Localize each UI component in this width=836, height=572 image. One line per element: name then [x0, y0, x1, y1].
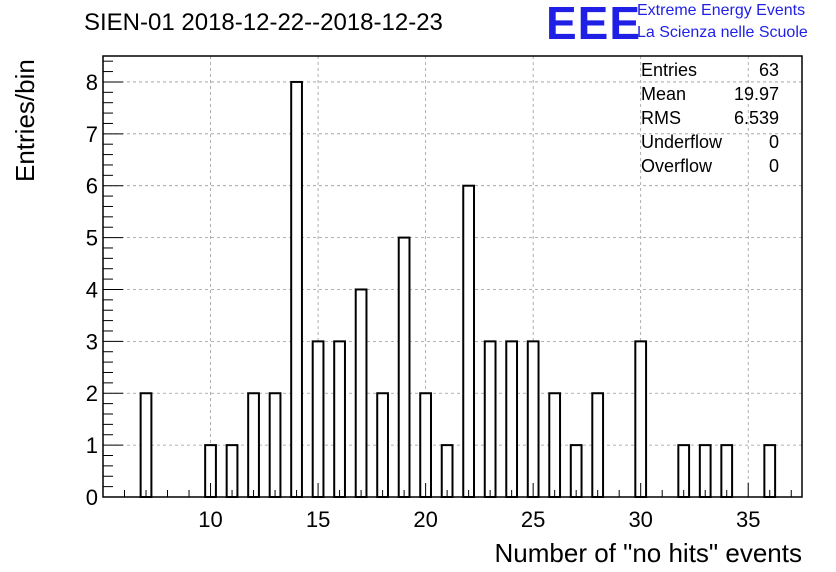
stats-row-mean: Mean 19.97	[641, 83, 779, 107]
stats-box: Entries 63 Mean 19.97 RMS 6.539 Underflo…	[641, 59, 779, 179]
histogram-bar	[548, 392, 562, 498]
x-axis-label: Number of "no hits" events	[494, 538, 803, 568]
histogram-bar	[591, 392, 605, 498]
histogram-bar	[526, 340, 540, 498]
stats-label: RMS	[641, 108, 681, 128]
x-tick-label: 10	[198, 507, 222, 532]
stats-row-entries: Entries 63	[641, 59, 779, 83]
histogram-bar	[225, 444, 239, 498]
axis-ticks	[102, 60, 792, 498]
stats-label: Overflow	[641, 156, 713, 176]
y-axis-label: Entries/bin	[10, 59, 40, 182]
axis-tick-labels: 10 15 20 25 30 35 0 1 2 3 4 5 6 7 8	[86, 70, 761, 532]
histogram-bar	[462, 184, 476, 499]
stats-label: Underflow	[641, 132, 723, 152]
stats-value: 0	[768, 156, 779, 176]
histogram-bar	[698, 444, 712, 498]
stats-value: 6.539	[733, 108, 779, 128]
histogram-bar	[440, 444, 454, 498]
y-tick-label: 0	[86, 485, 98, 510]
histogram-bar	[763, 444, 777, 498]
histogram-bar	[505, 340, 519, 498]
histogram-bar	[268, 392, 282, 498]
y-tick-label: 7	[86, 122, 98, 147]
y-tick-label: 4	[86, 277, 98, 302]
x-tick-label: 25	[521, 507, 545, 532]
stats-label: Entries	[641, 60, 698, 80]
y-tick-label: 8	[86, 70, 98, 95]
stats-row-rms: RMS 6.539	[641, 107, 779, 131]
y-tick-label: 1	[86, 433, 98, 458]
histogram-bar	[376, 392, 389, 498]
logo-line-2: La Scienza nelle Scuole	[637, 24, 808, 41]
histogram-bar	[290, 80, 303, 499]
histogram-bar	[311, 340, 325, 498]
histogram-bar	[720, 444, 734, 498]
logo-line-1: Extreme Energy Events	[637, 2, 806, 19]
histogram-bar	[354, 288, 368, 498]
stats-row-overflow: Overflow 0	[641, 155, 779, 179]
y-tick-label: 3	[86, 329, 98, 354]
y-tick-label: 5	[86, 226, 98, 251]
eee-logo: EEE	[546, 0, 642, 49]
histogram-bars	[139, 80, 777, 499]
stats-value: 19.97	[733, 84, 779, 104]
histogram-bar	[569, 444, 583, 498]
histogram-bar	[247, 392, 260, 498]
x-tick-label: 15	[306, 507, 330, 532]
x-tick-label: 30	[628, 507, 652, 532]
histogram-bar	[139, 392, 153, 498]
histogram-bar	[483, 340, 497, 498]
histogram-bar	[397, 236, 411, 499]
y-tick-label: 2	[86, 381, 98, 406]
histogram-bar	[634, 340, 648, 498]
histogram-bar	[419, 392, 432, 498]
histogram-bar	[333, 340, 346, 498]
stats-row-underflow: Underflow 0	[641, 131, 779, 155]
stats-value: 0	[768, 132, 779, 152]
chart-title: SIEN-01 2018-12-22--2018-12-23	[84, 9, 443, 36]
stats-label: Mean	[641, 84, 687, 104]
x-tick-label: 35	[736, 507, 760, 532]
plot-frame	[102, 55, 803, 498]
histogram-bar	[677, 444, 691, 498]
x-tick-label: 20	[413, 507, 437, 532]
y-tick-label: 6	[86, 174, 98, 199]
stats-value: 63	[758, 60, 779, 80]
